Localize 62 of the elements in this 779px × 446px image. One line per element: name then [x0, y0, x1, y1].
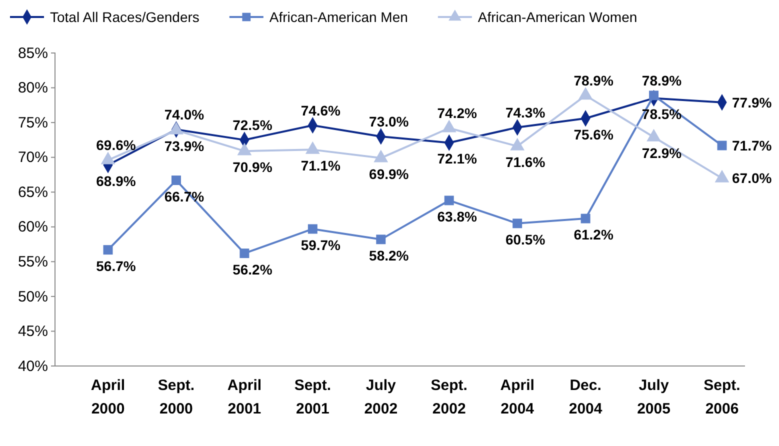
data-label: 74.0% — [164, 106, 205, 123]
legend-label: African-American Men — [269, 9, 408, 25]
data-label: 69.9% — [369, 166, 410, 182]
y-tick-label: 70% — [18, 149, 48, 166]
y-tick-label: 65% — [18, 184, 48, 201]
y-tick-label: 45% — [18, 323, 48, 340]
point — [308, 224, 318, 234]
point — [512, 218, 522, 228]
point — [649, 90, 659, 100]
data-label: 77.9% — [732, 94, 772, 110]
y-tick-label: 40% — [18, 358, 48, 375]
y-tick-label: 80% — [18, 80, 48, 97]
data-label: 71.7% — [732, 138, 772, 154]
data-label: 71.6% — [505, 154, 546, 170]
y-tick-label: 55% — [18, 253, 48, 270]
data-label: 60.5% — [505, 231, 546, 248]
data-label: 68.9% — [96, 172, 136, 189]
data-label: 72.1% — [437, 150, 478, 167]
data-label: 78.9% — [642, 72, 682, 88]
x-tick-label: April 2001 — [227, 377, 262, 418]
x-tick-label: Sept. 2001 — [294, 377, 332, 418]
point — [171, 176, 181, 186]
data-label: 74.3% — [505, 104, 546, 120]
legend-label: African-American Women — [478, 9, 638, 25]
x-tick-label: Sept. 2002 — [430, 377, 468, 418]
data-label: 74.6% — [300, 102, 342, 118]
x-tick-label: July 2005 — [637, 377, 670, 418]
x-tick-label: April 2004 — [500, 377, 535, 418]
data-label: 63.8% — [437, 208, 478, 224]
data-label: 71.1% — [300, 158, 342, 174]
data-label: 72.9% — [642, 145, 682, 162]
data-label: 58.2% — [369, 247, 410, 264]
data-label: 67.0% — [732, 170, 772, 186]
x-tick-label: July 2002 — [364, 377, 398, 418]
data-label: 59.7% — [300, 236, 342, 253]
x-tick-label: Sept. 2000 — [158, 377, 195, 418]
y-tick-label: 85% — [18, 44, 48, 62]
data-label: 74.2% — [437, 105, 478, 122]
x-tick-label: Sept. 2006 — [704, 377, 740, 418]
point — [240, 248, 250, 258]
data-label: 56.7% — [96, 258, 136, 274]
data-label: 73.9% — [164, 138, 205, 154]
y-tick-label: 75% — [18, 114, 48, 132]
point — [580, 214, 590, 224]
y-tick-label: 60% — [18, 218, 48, 236]
data-label: 73.0% — [369, 113, 410, 130]
data-label: 69.6% — [96, 137, 136, 154]
point — [444, 196, 454, 206]
y-tick-label: 50% — [18, 288, 48, 306]
data-label: 72.5% — [232, 116, 273, 133]
data-label: 70.9% — [232, 159, 273, 176]
data-label: 56.2% — [232, 261, 273, 278]
data-label: 78.5% — [642, 106, 682, 122]
x-tick-label: Dec. 2004 — [568, 377, 603, 418]
point — [376, 234, 386, 244]
data-label: 75.6% — [574, 126, 614, 142]
data-label: 61.2% — [574, 226, 614, 243]
point — [717, 140, 727, 150]
data-label: 78.9% — [574, 72, 614, 88]
legend-label: Total All Races/Genders — [50, 9, 200, 25]
x-tick-label: April 2000 — [90, 377, 126, 418]
point — [103, 245, 113, 255]
